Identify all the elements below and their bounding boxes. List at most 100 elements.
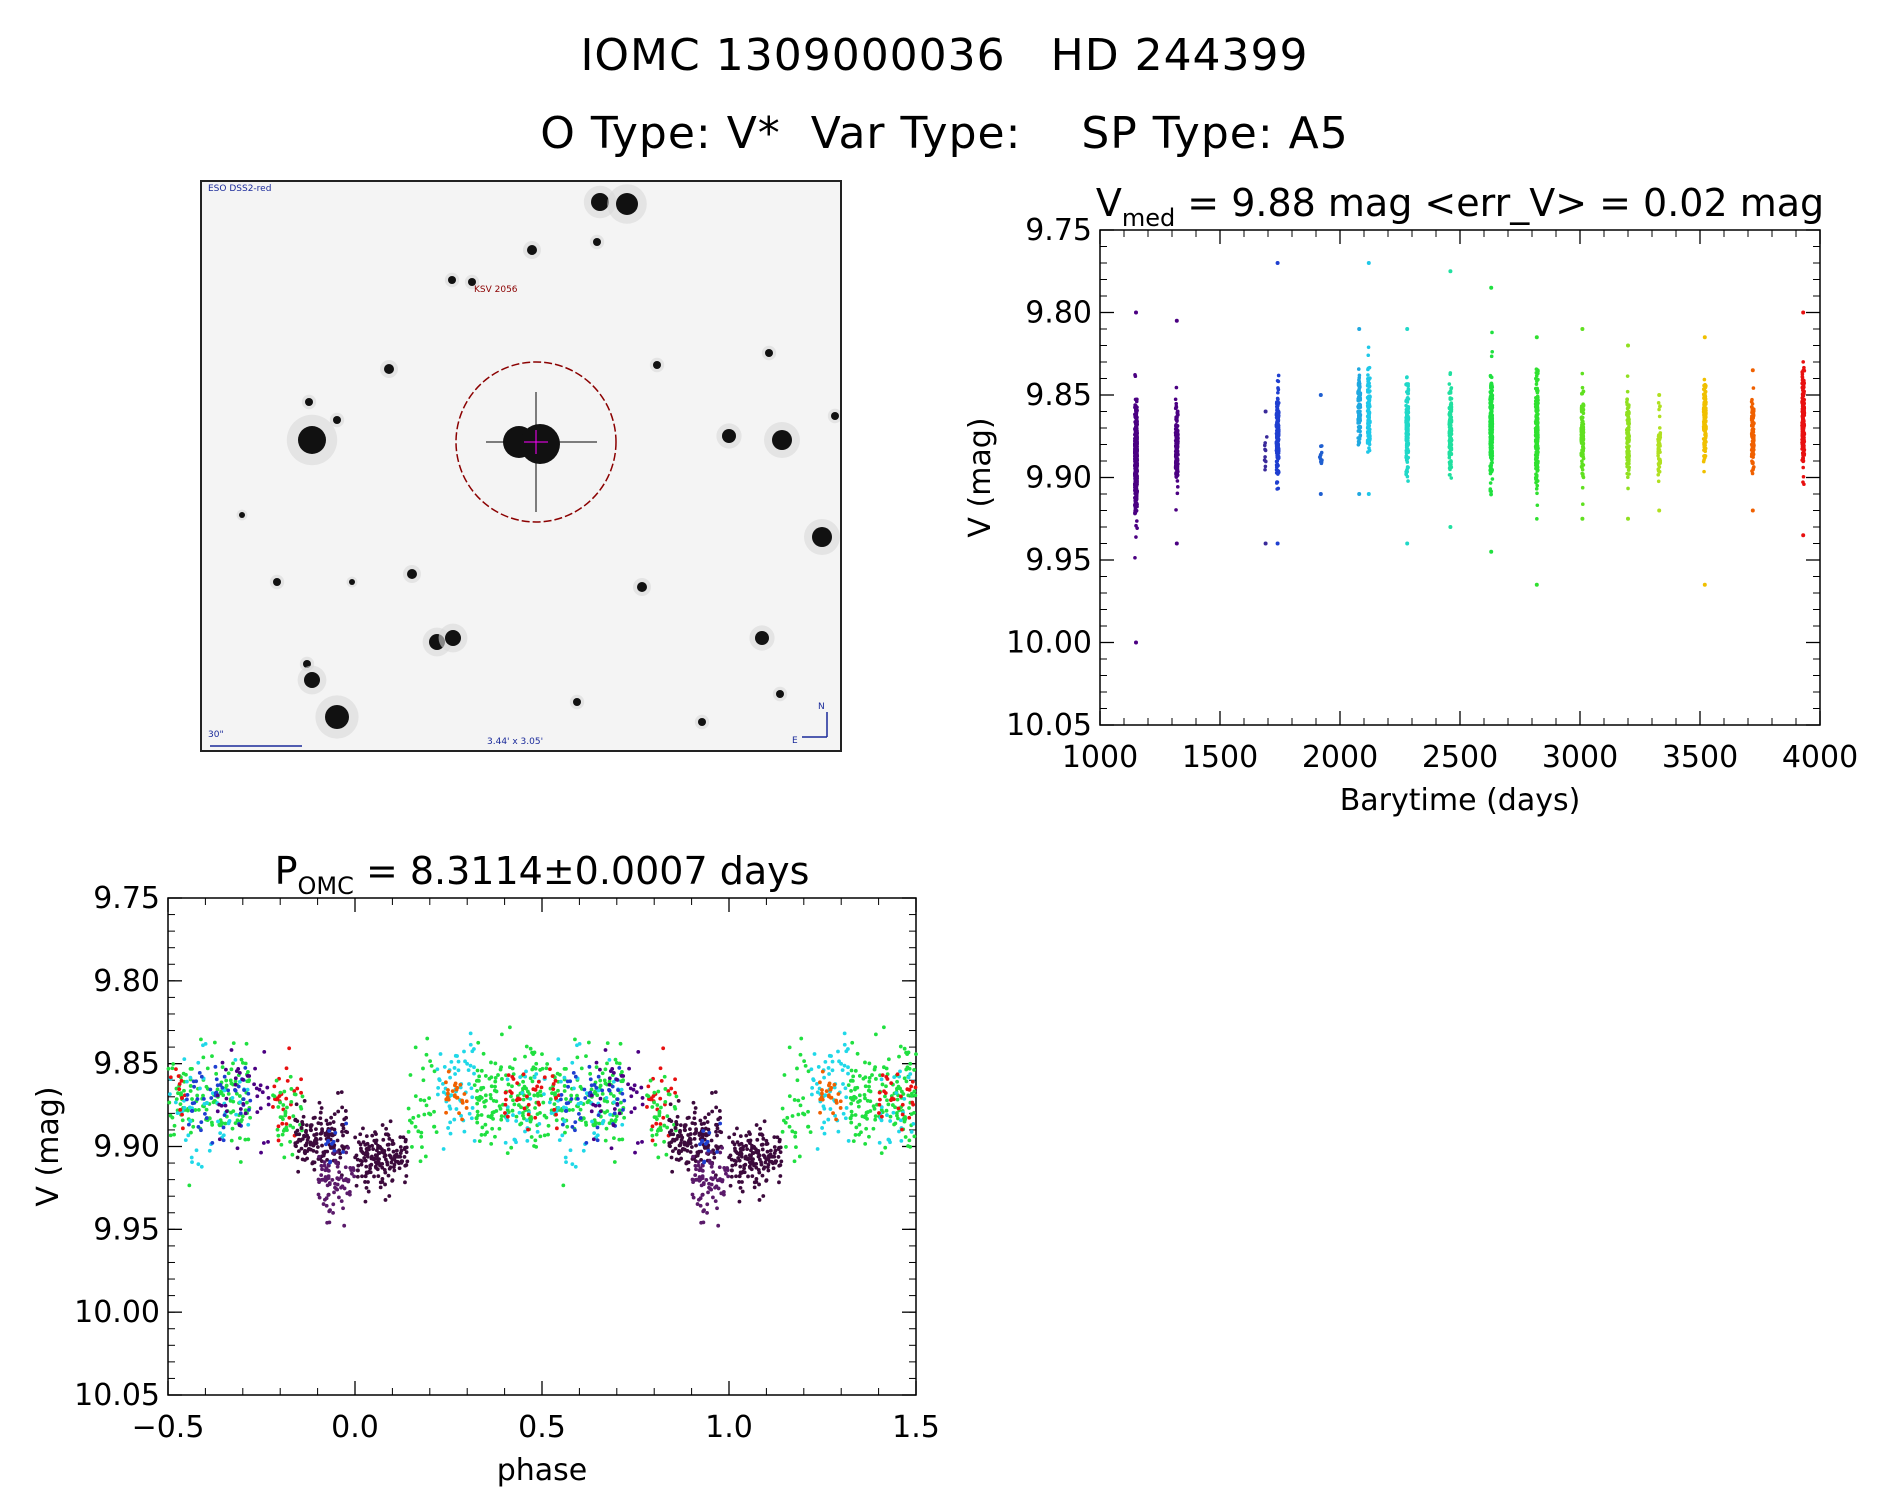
phase-point [577,1041,582,1046]
phase-point [541,1100,546,1105]
phase-point [253,1066,257,1071]
lc-xtick-label: 1500 [1182,740,1258,775]
finder-target-star [520,424,560,464]
phase-point [476,1040,481,1045]
phase-point [318,1110,323,1115]
finder-survey-label: ESO DSS2-red [208,184,272,194]
phase-point [282,1155,287,1160]
phase-point [509,1094,513,1099]
phase-point [595,1125,600,1130]
phase-point [504,1097,508,1102]
phase-point [694,1167,698,1172]
phase-point [182,1057,187,1062]
phase-point [497,1104,502,1109]
lc-point [1175,409,1180,414]
phase-point [756,1148,761,1153]
lc-point [1276,470,1281,475]
phase-point [387,1194,392,1198]
phase-point [715,1126,720,1131]
phase-point [632,1106,637,1111]
phase-point [204,1107,209,1112]
phase-point [836,1129,841,1134]
phase-point [866,1088,871,1093]
phase-point [324,1118,329,1123]
phase-point [744,1133,749,1138]
phase-point [266,1102,271,1107]
phase-point [188,1066,193,1071]
phase-point [284,1066,289,1071]
phase-point [230,1126,235,1131]
phase-point [834,1098,839,1103]
phase-point [259,1150,263,1155]
phase-point [830,1068,835,1073]
phase-xtick-label: 0.5 [518,1410,566,1445]
phase-point [302,1150,307,1155]
phase-point [650,1124,655,1129]
phase-point [236,1084,241,1089]
phase-point [904,1079,909,1084]
phase-point [520,1091,525,1095]
phase-point [275,1127,280,1132]
phase-point [658,1066,663,1071]
phase-point [531,1087,536,1092]
phase-title: POMC = 8.3114±0.0007 days [275,849,810,900]
phase-point [432,1109,436,1114]
phase-point [757,1182,761,1187]
phase-point [407,1118,412,1123]
phase-point [472,1071,476,1076]
phase-point [554,1118,559,1123]
lc-point [1318,492,1323,496]
lc-point [1134,450,1139,455]
phase-point [363,1158,368,1163]
phase-point [285,1078,290,1083]
finder-star [593,238,601,246]
phase-point [823,1093,828,1098]
phase-point [422,1112,427,1117]
phase-point [592,1131,597,1136]
phase-point [462,1092,467,1096]
phase-point [846,1071,850,1076]
phase-point [572,1086,576,1091]
phase-point [390,1178,395,1183]
phase-point [246,1070,250,1074]
phase-point [532,1093,537,1098]
phase-point [851,1074,856,1079]
phase-point [617,1066,622,1070]
phase-point [619,1100,623,1105]
phase-point [689,1145,694,1149]
phase-point [607,1076,612,1081]
phase-point [470,1095,475,1100]
phase-point [476,1097,481,1102]
phase-point [676,1099,681,1103]
phase-point [531,1052,536,1056]
phase-point [766,1168,771,1173]
phase-point [738,1185,743,1190]
phase-point [177,1087,182,1092]
phase-point [629,1094,634,1099]
phase-point [375,1148,379,1153]
lc-point [1263,541,1268,546]
phase-point [309,1123,314,1128]
phase-point [561,1183,566,1188]
phase-point [863,1141,868,1146]
phase-point [884,1074,889,1079]
phase-point [283,1111,288,1115]
lc-point [1318,452,1323,457]
phase-point [880,1073,885,1078]
phase-point [533,1115,538,1120]
phase-point [900,1112,905,1117]
phase-point [619,1087,624,1092]
phase-point [288,1139,292,1144]
phase-point [771,1166,776,1171]
phase-point [714,1105,719,1110]
lc-xtick-label: 3500 [1662,740,1738,775]
phase-point [737,1152,742,1157]
phase-point [304,1130,308,1135]
phase-point [213,1064,218,1069]
phase-point [428,1059,433,1064]
phase-point [201,1055,206,1060]
phase-point [822,1075,826,1080]
phase-point [238,1111,243,1116]
phase-point [831,1111,835,1116]
phase-point [556,1057,561,1062]
